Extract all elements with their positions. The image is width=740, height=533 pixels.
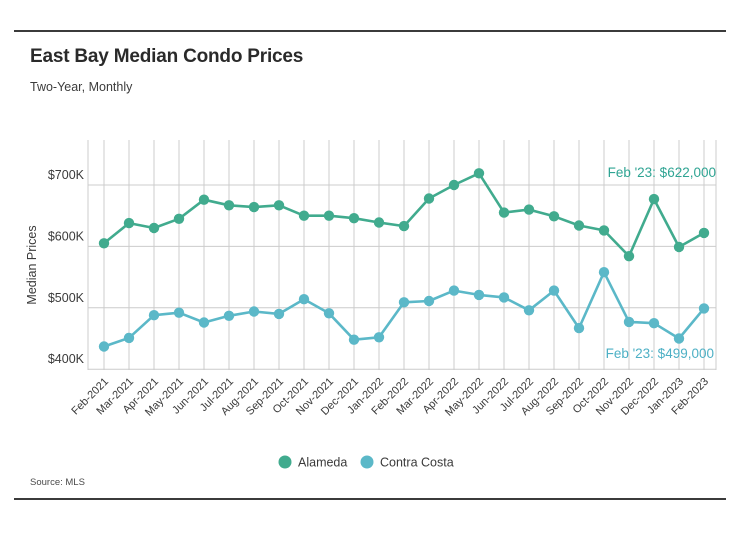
annotation-alameda: Feb '23: $622,000: [608, 165, 716, 180]
data-point-alameda-Jul-2022: [523, 204, 535, 215]
data-point-contra-costa-Jun-2022: [498, 292, 510, 303]
data-point-alameda-Jun-2022: [498, 207, 510, 218]
data-point-contra-costa-Jul-2021: [223, 310, 235, 321]
data-point-contra-costa-Oct-2022: [598, 267, 610, 278]
data-point-contra-costa-Apr-2021: [148, 310, 160, 321]
data-point-alameda-Jun-2021: [198, 194, 210, 205]
legend-label-alameda: Alameda: [298, 456, 347, 470]
data-point-contra-costa-Nov-2021: [323, 308, 335, 319]
y-tick-label: $600K: [48, 229, 85, 243]
data-point-contra-costa-Dec-2021: [348, 334, 360, 345]
top-rule: [14, 30, 726, 32]
data-point-alameda-Aug-2021: [248, 201, 260, 213]
legend-dot-contra-costa: [360, 455, 374, 469]
data-point-contra-costa-Jul-2022: [523, 305, 535, 316]
data-point-alameda-Nov-2022: [623, 251, 635, 262]
data-point-contra-costa-Sep-2021: [273, 308, 285, 320]
data-point-alameda-Mar-2021: [123, 217, 135, 229]
data-point-contra-costa-Sep-2022: [573, 322, 585, 334]
gridlines: [87, 140, 717, 370]
data-point-alameda-Aug-2022: [548, 211, 560, 222]
data-point-alameda-Apr-2022: [448, 179, 460, 191]
data-point-alameda-May-2022: [473, 168, 485, 179]
data-point-alameda-Apr-2021: [148, 222, 160, 234]
data-point-contra-costa-Feb-2021: [98, 341, 110, 352]
data-point-contra-costa-Mar-2021: [123, 332, 135, 344]
data-point-contra-costa-Apr-2022: [448, 285, 460, 296]
data-point-alameda-Feb-2022: [398, 220, 410, 232]
legend-label-contra-costa: Contra Costa: [380, 456, 454, 470]
data-point-alameda-Jan-2022: [373, 217, 385, 228]
data-point-contra-costa-Jun-2021: [198, 317, 210, 328]
annotation-contra-costa: Feb '23: $499,000: [606, 346, 714, 361]
data-point-contra-costa-Feb-2022: [398, 297, 410, 308]
data-point-contra-costa-Dec-2022: [648, 318, 660, 329]
chart-subtitle: Two-Year, Monthly: [30, 80, 133, 94]
source-note: Source: MLS: [30, 477, 85, 488]
y-tick-label: $500K: [48, 291, 85, 305]
y-tick-label: $400K: [48, 352, 85, 366]
chart-title: East Bay Median Condo Prices: [30, 46, 304, 67]
data-point-contra-costa-Nov-2022: [623, 316, 635, 328]
legend: Alameda Contra Costa: [278, 455, 454, 470]
data-point-alameda-Oct-2022: [598, 225, 610, 236]
y-tick-label: $700K: [48, 168, 85, 182]
data-point-alameda-Jan-2023: [673, 241, 685, 253]
data-point-alameda-May-2021: [173, 213, 185, 224]
data-point-alameda-Jul-2021: [223, 200, 235, 211]
data-point-contra-costa-Mar-2022: [423, 295, 435, 307]
data-point-contra-costa-Aug-2021: [248, 306, 260, 317]
data-point-alameda-Feb-2023: [698, 227, 710, 239]
data-point-alameda-Mar-2022: [423, 193, 435, 204]
data-point-alameda-Nov-2021: [323, 210, 335, 221]
data-point-alameda-Sep-2022: [573, 220, 585, 231]
data-point-alameda-Dec-2022: [648, 193, 660, 205]
data-point-contra-costa-Jan-2023: [673, 333, 685, 344]
data-point-contra-costa-Feb-2023: [698, 303, 710, 314]
bottom-rule: [14, 498, 726, 500]
data-point-contra-costa-Jan-2022: [373, 332, 385, 343]
data-point-contra-costa-Aug-2022: [548, 285, 560, 296]
data-point-alameda-Sep-2021: [273, 200, 285, 211]
legend-dot-alameda: [278, 455, 292, 469]
data-point-alameda-Feb-2021: [98, 238, 110, 249]
data-point-alameda-Dec-2021: [348, 213, 360, 224]
data-point-contra-costa-May-2022: [473, 289, 485, 301]
data-point-contra-costa-Oct-2021: [298, 294, 310, 305]
data-point-alameda-Oct-2021: [298, 210, 310, 221]
y-axis-title: Median Prices: [25, 225, 39, 304]
data-point-contra-costa-May-2021: [173, 307, 185, 318]
